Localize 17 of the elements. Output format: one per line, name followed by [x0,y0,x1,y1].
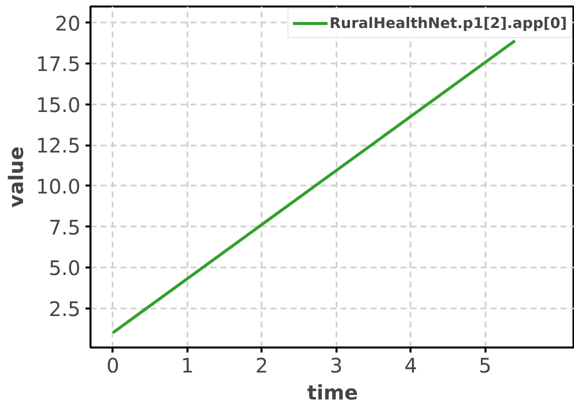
y-tick-label: 20 [55,11,81,36]
y-tick-label: 7.5 [48,215,81,240]
y-tick-label: 15.0 [36,92,80,117]
y-tick-label: 10.0 [36,174,80,198]
x-tick-label: 0 [106,354,120,378]
y-axis-title: value [4,146,28,208]
x-axis-title: time [307,380,358,404]
x-tick-label: 2 [255,354,268,378]
x-tick-label: 4 [404,354,418,378]
y-tick-label: 17.5 [36,52,80,76]
legend-label: RuralHealthNet.p1[2].app[0] [329,14,567,32]
y-tick-label: 2.5 [48,296,81,321]
x-tick-label: 3 [330,354,343,378]
y-tick-label: 5.0 [48,256,81,280]
y-tick-label: 12.5 [36,134,80,158]
x-tick-label: 1 [180,354,194,378]
x-tick-label: 5 [478,354,492,378]
